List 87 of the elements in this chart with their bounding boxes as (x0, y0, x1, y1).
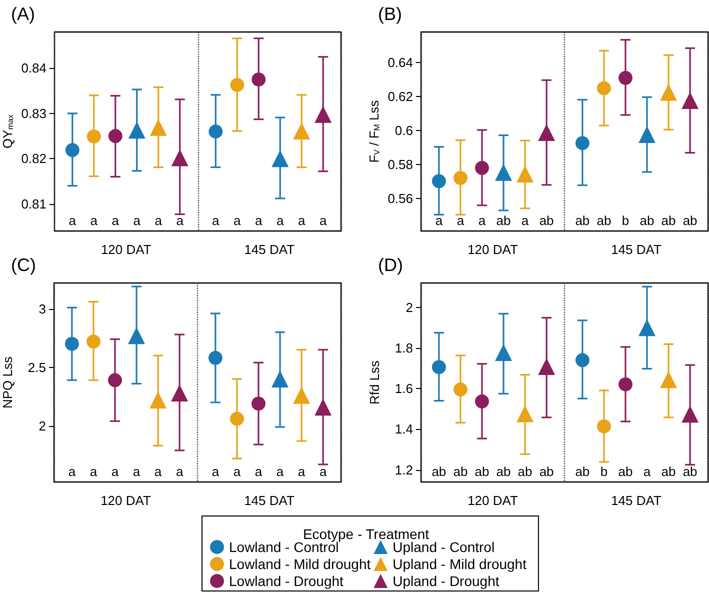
y-tick-label: 0.64 (388, 55, 413, 70)
annotation: a (234, 213, 242, 228)
annotation: a (68, 464, 76, 479)
chart-title: (A) (11, 4, 35, 24)
annotation: ab (432, 464, 446, 479)
annotation: ab (682, 464, 698, 479)
annotation: a (255, 213, 264, 228)
x-tick-label: 120 DAT (468, 493, 518, 508)
x-tick-label: 145 DAT (244, 493, 294, 508)
annotation: a (111, 464, 120, 479)
y-tick-label: 2 (38, 418, 46, 434)
legend-label: Upland - Drought (392, 573, 500, 589)
annotation: a (319, 213, 328, 228)
annotation: ab (618, 464, 633, 479)
chart-title: (D) (378, 255, 403, 275)
y-tick-label: 1.6 (394, 381, 413, 396)
annotation: a (435, 213, 444, 228)
annotation: a (176, 464, 184, 479)
y-axis-title: Rfd Lss (367, 360, 382, 405)
annotation: a (132, 464, 141, 479)
annotation: ab (518, 464, 532, 479)
annotation: b (600, 464, 608, 479)
annotation: a (276, 213, 284, 228)
annotation: ab (539, 464, 554, 479)
y-tick-label: 1.2 (394, 462, 413, 478)
annotation: a (90, 464, 98, 479)
annotation: a (298, 464, 306, 479)
y-tick-label: 0.56 (388, 191, 413, 206)
annotation: a (154, 464, 162, 479)
annotation: a (478, 213, 486, 228)
y-tick-label: 1.8 (394, 340, 413, 356)
annotation: a (254, 464, 263, 479)
annotation: a (154, 213, 163, 228)
x-tick-label: 120 DAT (468, 242, 518, 257)
x-tick-label: 120 DAT (100, 242, 152, 257)
annotation: ab (539, 213, 554, 228)
legend-label: Lowland - Drought (229, 573, 344, 589)
annotation: ab (682, 213, 698, 228)
annotation: a (521, 213, 530, 228)
y-tick-label: 0.81 (21, 196, 46, 212)
annotation: ab (596, 213, 612, 228)
annotation: a (643, 464, 652, 479)
annotation: ab (661, 213, 676, 228)
y-tick-label: 2.5 (28, 360, 46, 375)
annotation: ab (575, 464, 590, 479)
annotation: ab (640, 213, 654, 228)
y-tick-label: 0.58 (388, 157, 413, 172)
legend-title: Ecotype - Treatment (302, 526, 430, 542)
y-axis-title: QYmax (0, 114, 15, 148)
annotation: a (212, 213, 220, 228)
x-tick-label: 145 DAT (244, 242, 295, 257)
x-tick-label: 145 DAT (611, 493, 662, 508)
annotation: a (112, 213, 120, 228)
annotation: a (90, 213, 98, 228)
annotation: ab (575, 213, 590, 228)
legend-label: Upland - Control (392, 539, 495, 555)
y-tick-label: 0.6 (394, 123, 413, 138)
chart-title: (B) (378, 4, 402, 24)
annotation: ab (496, 464, 511, 479)
annotation: a (298, 213, 306, 228)
y-tick-label: 0.84 (21, 60, 46, 76)
annotation: a (176, 213, 184, 228)
annotation: b (622, 213, 630, 228)
chart-title: (C) (11, 255, 36, 275)
annotation: a (233, 464, 242, 479)
legend-label: Lowland - Mild drought (229, 556, 371, 572)
annotation: a (212, 464, 220, 479)
y-axis-title: NPQ Lss (0, 356, 15, 409)
annotation: a (276, 464, 284, 479)
y-tick-label: 0.82 (21, 151, 46, 166)
annotation: ab (474, 464, 490, 479)
y-axis-title: FV / FM Lss (366, 100, 382, 163)
y-tick-label: 0.62 (388, 89, 413, 104)
annotation: a (456, 213, 465, 228)
annotation: a (319, 464, 328, 479)
x-tick-label: 145 DAT (611, 242, 662, 257)
y-tick-label: 1.4 (394, 422, 413, 437)
annotation: ab (453, 464, 468, 479)
annotation: ab (496, 213, 511, 228)
legend-label: Upland - Mild drought (392, 556, 527, 572)
y-tick-label: 0.83 (21, 106, 46, 121)
x-tick-label: 120 DAT (100, 493, 151, 508)
annotation: a (68, 213, 77, 228)
annotation: ab (661, 464, 676, 479)
annotation: a (133, 213, 142, 228)
y-tick-label: 3 (38, 301, 46, 316)
y-tick-label: 2 (406, 300, 413, 315)
